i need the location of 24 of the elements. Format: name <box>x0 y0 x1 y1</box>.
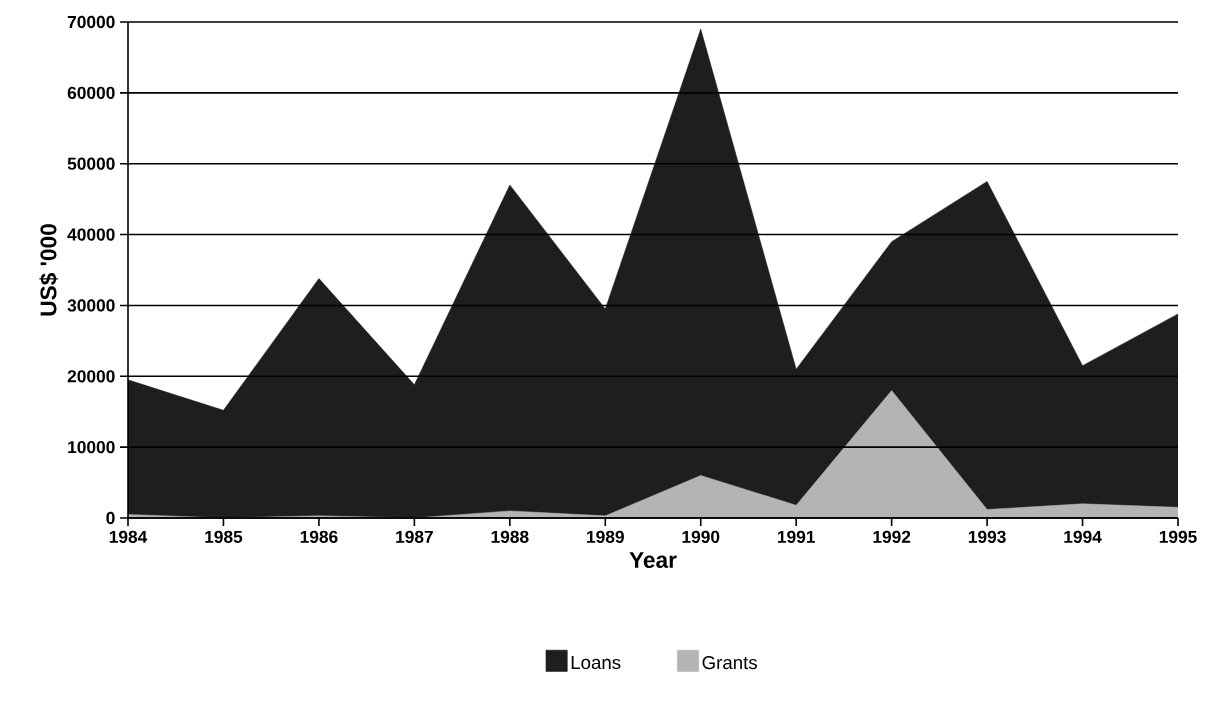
y-tick-label: 20000 <box>67 370 115 383</box>
x-tick-label: 1992 <box>873 530 911 543</box>
x-tick-label: 1993 <box>968 530 1006 543</box>
y-tick-label: 30000 <box>67 299 115 312</box>
x-axis-title: Year <box>629 552 677 568</box>
x-tick-label: 1987 <box>396 530 433 543</box>
y-tick-label: 50000 <box>67 157 115 170</box>
x-tick-label: 1991 <box>778 530 815 543</box>
x-tick-label: 1990 <box>682 530 720 543</box>
x-tick-label: 1985 <box>205 530 243 543</box>
y-tick-label: 60000 <box>67 86 115 99</box>
y-tick-label: 70000 <box>67 15 115 29</box>
x-tick-label: 1989 <box>587 530 624 543</box>
legend-label: Grants <box>702 655 757 670</box>
x-tick-label: 1984 <box>109 530 148 543</box>
x-tick-label: 1995 <box>1159 530 1197 543</box>
y-axis-title: US$ '000 <box>39 224 58 316</box>
x-tick-label: 1988 <box>491 530 529 543</box>
legend-label: Loans <box>571 656 621 670</box>
y-tick-label: 0 <box>106 511 115 525</box>
y-tick-label: 10000 <box>68 441 115 454</box>
x-tick-label: 1994 <box>1064 530 1102 543</box>
y-tick-label: 40000 <box>67 228 115 241</box>
x-tick-label: 1986 <box>300 530 338 543</box>
